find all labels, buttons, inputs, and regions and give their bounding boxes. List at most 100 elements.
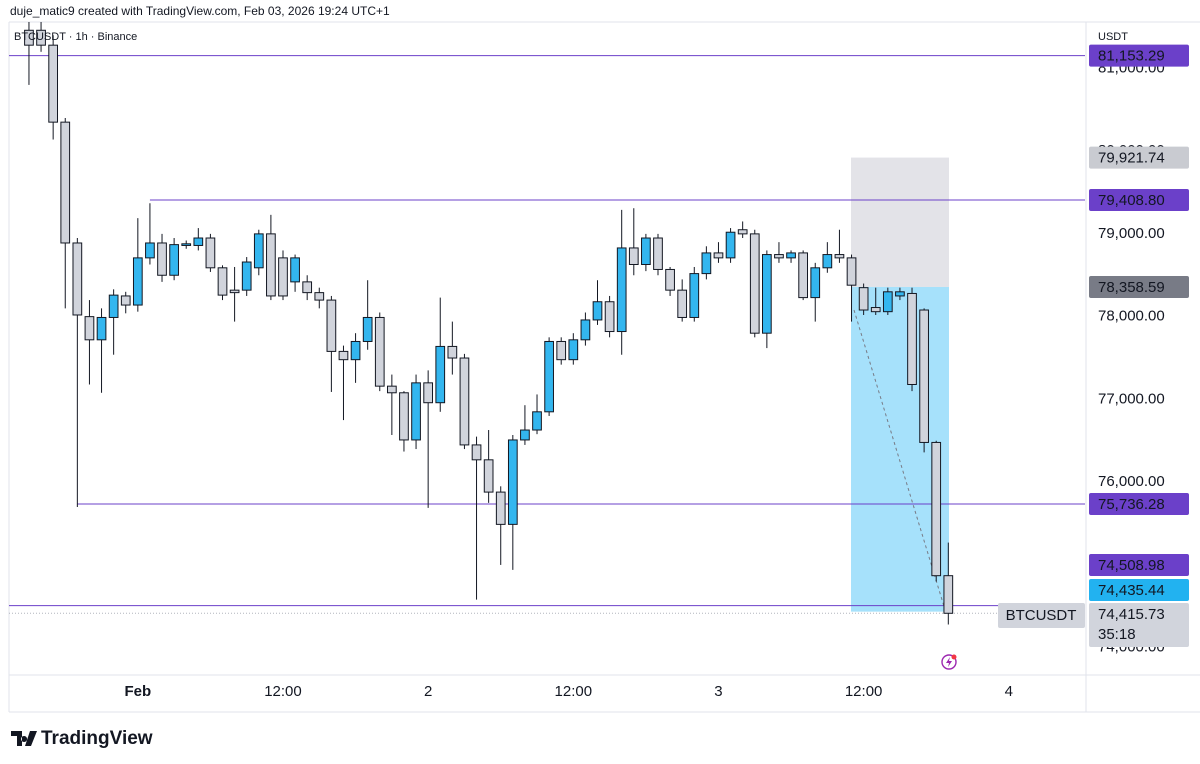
position-path <box>853 309 946 610</box>
brand-logo: TradingView <box>11 728 153 749</box>
candle-body <box>314 292 325 301</box>
candle-body <box>253 233 264 269</box>
candle-body <box>96 316 107 341</box>
stop-label: 74,435.44 <box>1098 582 1165 599</box>
x-tick-label: 12:00 <box>264 683 302 700</box>
candle-body <box>423 382 434 404</box>
brand-name: TradingView <box>41 728 153 749</box>
candle-body <box>387 385 397 394</box>
candle-body <box>338 350 349 361</box>
x-tick-label: 4 <box>1005 683 1013 700</box>
candle-body <box>616 247 627 333</box>
candle-body <box>302 281 313 294</box>
candle-body <box>241 261 252 291</box>
alert-icon[interactable] <box>941 654 957 670</box>
candle-body <box>846 257 857 286</box>
entry-label-box <box>1089 275 1189 298</box>
candle-body <box>205 237 216 269</box>
candle-body <box>689 273 700 318</box>
candle-body <box>907 292 917 386</box>
candle-body <box>580 319 591 341</box>
candle-body <box>834 254 845 259</box>
level-label-box <box>1089 44 1189 67</box>
y-tick-label: 78,000.00 <box>1098 308 1165 325</box>
candle-body <box>193 237 204 246</box>
candle-body <box>653 237 663 270</box>
candle-body <box>544 340 554 413</box>
candle-body <box>217 267 228 296</box>
candle-body <box>447 345 458 359</box>
candle-body <box>24 29 34 46</box>
candle-body <box>798 252 809 299</box>
candle-body <box>556 340 567 361</box>
candle-body <box>145 242 155 259</box>
x-tick-label: 12:00 <box>555 683 593 700</box>
level-label-box <box>1089 189 1189 212</box>
candle-body <box>882 291 893 313</box>
candle-body <box>169 244 179 276</box>
candle-body <box>810 267 821 299</box>
target-label-box <box>1089 146 1189 169</box>
candle-body <box>459 357 470 446</box>
axes: 74,000.0076,000.0077,000.0078,000.0079,0… <box>124 44 1189 700</box>
candle-body <box>471 444 482 461</box>
candle-body <box>290 257 300 283</box>
countdown: 35:18 <box>1098 626 1136 643</box>
alert-circle[interactable] <box>941 654 957 670</box>
x-tick-label: 12:00 <box>845 683 883 700</box>
x-tick-label: Feb <box>124 683 151 700</box>
candle-body <box>326 299 337 352</box>
candle-body <box>701 252 712 275</box>
candle-body <box>229 289 240 294</box>
symbol-box <box>998 603 1085 628</box>
candle-body <box>507 439 518 525</box>
candle-body <box>120 295 131 306</box>
candle-body <box>483 459 494 493</box>
symbol-title: BTCUSDT · 1h · Binance <box>14 31 137 43</box>
candle-body <box>592 301 603 321</box>
candle-body <box>604 301 615 333</box>
candle-body <box>762 254 772 334</box>
candle-body <box>532 411 542 431</box>
candle-body <box>786 252 796 259</box>
candle-body <box>36 29 46 46</box>
candle-body <box>931 441 942 577</box>
x-tick-label: 3 <box>714 683 722 700</box>
level-label: 81,153.29 <box>1098 48 1165 65</box>
candle-body <box>374 316 385 387</box>
candle-body <box>737 229 748 235</box>
alert-bolt[interactable] <box>946 657 952 667</box>
candle-body <box>895 291 905 297</box>
candle-body <box>774 254 784 259</box>
candle-body <box>725 231 736 259</box>
candle-body <box>411 382 421 441</box>
candle-body <box>399 392 409 441</box>
level-label: 75,736.28 <box>1098 496 1165 513</box>
candle-body <box>132 257 143 306</box>
candle-body <box>181 243 192 246</box>
candle-body <box>919 309 929 443</box>
candle-body <box>822 254 833 269</box>
plot-area <box>9 22 1085 625</box>
candle-body <box>713 252 724 259</box>
level-label-box <box>1089 492 1189 515</box>
candle-body <box>520 429 530 441</box>
candle-body <box>435 345 446 404</box>
stop-label-box <box>1089 579 1189 601</box>
symbol-label: BTCUSDT <box>1006 607 1077 624</box>
alert-dot[interactable] <box>951 654 957 660</box>
candle-body <box>858 287 869 311</box>
x-tick-label: 2 <box>424 683 432 700</box>
currency: USDT <box>1098 31 1128 43</box>
candle-body <box>749 233 760 334</box>
candle-body <box>72 242 83 316</box>
candle-body <box>108 294 119 318</box>
level-label: 79,408.80 <box>1098 192 1165 209</box>
candle-body <box>568 339 579 361</box>
candle-body <box>870 307 881 313</box>
logo-mark <box>11 731 37 746</box>
candle-body <box>677 289 688 318</box>
y-tick-label: 79,000.00 <box>1098 225 1165 242</box>
